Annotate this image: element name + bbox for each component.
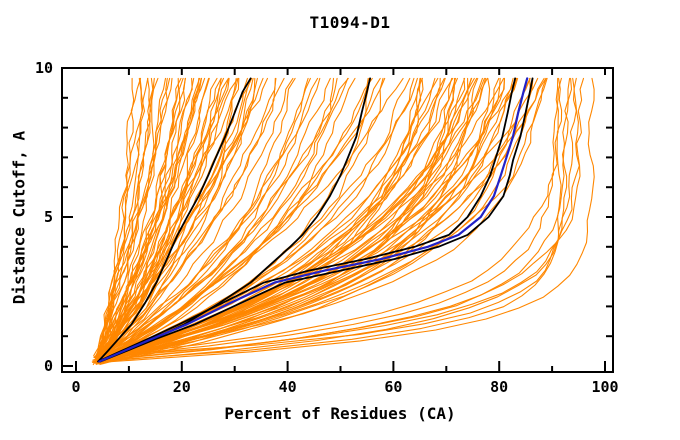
prediction-curve bbox=[94, 77, 349, 363]
y-tick-label: 5 bbox=[44, 208, 53, 226]
prediction-curve bbox=[100, 77, 505, 358]
prediction-curve bbox=[96, 77, 571, 362]
prediction-curve bbox=[93, 77, 595, 364]
prediction-curve bbox=[94, 77, 294, 363]
prediction-curve bbox=[100, 77, 239, 361]
prediction-curve bbox=[91, 77, 539, 363]
prediction-curve bbox=[94, 77, 230, 358]
prediction-curve bbox=[100, 77, 531, 359]
plot-frame bbox=[61, 67, 614, 373]
prediction-curve bbox=[94, 77, 206, 361]
x-axis-label: Percent of Residues (CA) bbox=[224, 404, 456, 423]
prediction-curve bbox=[98, 77, 418, 359]
prediction-curve bbox=[96, 77, 321, 360]
prediction-curve bbox=[97, 77, 349, 360]
curves-layer bbox=[91, 77, 595, 366]
prediction-curve bbox=[102, 77, 545, 361]
prediction-curve bbox=[99, 77, 404, 359]
x-tick-label: 80 bbox=[490, 378, 508, 396]
prediction-curve bbox=[97, 77, 585, 362]
prediction-curve bbox=[101, 77, 149, 357]
prediction-curve bbox=[99, 77, 573, 361]
prediction-curve bbox=[95, 77, 154, 363]
plot-title: T1094-D1 bbox=[309, 13, 391, 32]
y-axis-label: Distance Cutoff, A bbox=[9, 130, 29, 305]
reference-black-4-curve bbox=[99, 77, 534, 363]
prediction-curve bbox=[98, 77, 135, 360]
prediction-curve bbox=[98, 77, 562, 357]
y-tick-label: 10 bbox=[35, 59, 53, 77]
prediction-curve bbox=[101, 77, 256, 362]
prediction-curve bbox=[95, 77, 445, 363]
prediction-curve bbox=[97, 77, 142, 359]
prediction-curve bbox=[96, 77, 514, 362]
prediction-curve bbox=[102, 77, 517, 363]
x-tick-label: 100 bbox=[591, 378, 618, 396]
prediction-curve bbox=[103, 77, 559, 358]
prediction-curve bbox=[99, 77, 491, 358]
x-tick-label: 60 bbox=[384, 378, 402, 396]
prediction-curve bbox=[92, 77, 159, 366]
prediction-curve bbox=[93, 77, 534, 364]
prediction-curve bbox=[100, 77, 411, 360]
prediction-curve bbox=[98, 77, 548, 358]
x-tick-label: 40 bbox=[279, 378, 297, 396]
prediction-curve bbox=[97, 77, 269, 364]
prediction-curve bbox=[100, 77, 469, 359]
prediction-curve bbox=[94, 77, 488, 359]
prediction-curve bbox=[98, 77, 311, 360]
best-model-blue-curve bbox=[98, 77, 529, 363]
x-tick-label: 20 bbox=[173, 378, 191, 396]
prediction-curve bbox=[95, 77, 173, 359]
prediction-curve bbox=[99, 77, 369, 366]
reference-black-3-curve bbox=[97, 77, 516, 363]
prediction-curve bbox=[95, 77, 193, 364]
prediction-curve bbox=[94, 77, 264, 357]
x-tick-label: 0 bbox=[71, 378, 80, 396]
prediction-curve bbox=[98, 77, 201, 362]
prediction-curve bbox=[97, 77, 285, 357]
prediction-curve bbox=[96, 77, 500, 359]
prediction-curve bbox=[98, 77, 277, 364]
prediction-curve bbox=[98, 77, 167, 359]
prediction-curve bbox=[99, 77, 239, 357]
prediction-curve bbox=[98, 77, 338, 363]
prediction-curve bbox=[93, 77, 547, 362]
prediction-curve bbox=[92, 77, 580, 363]
y-tick-label: 0 bbox=[44, 357, 53, 375]
reference-black-1-curve bbox=[97, 77, 252, 363]
prediction-curve bbox=[100, 77, 373, 364]
